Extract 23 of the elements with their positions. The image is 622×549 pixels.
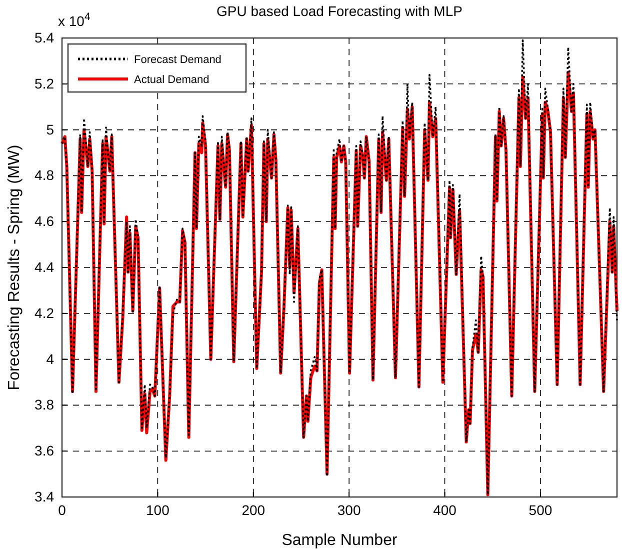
y-tick-label: 4: [46, 350, 54, 367]
y-tick-label: 3.6: [34, 442, 54, 459]
x-tick-label: 400: [433, 502, 457, 518]
y-tick-label: 5.2: [34, 75, 54, 92]
y-tick-label: 4.4: [34, 258, 54, 275]
x-tick-label: 0: [58, 502, 66, 518]
chart-title: GPU based Load Forecasting with MLP: [216, 3, 462, 19]
x-tick-label: 200: [242, 502, 266, 518]
x-tick-label: 100: [146, 502, 170, 518]
legend-label: Actual Demand: [134, 74, 210, 86]
x-axis-title: Sample Number: [282, 532, 398, 549]
y-tick-label: 4.2: [34, 304, 54, 321]
y-axis-title: Forecasting Results - Spring (MW): [6, 144, 23, 390]
text: x 10$^{4}$: [58, 11, 90, 29]
y-tick-label: 4.6: [34, 213, 54, 230]
y-tick-label: 3.8: [34, 396, 54, 413]
x-tick-label: 500: [528, 502, 552, 518]
legend-label: Forecast Demand: [134, 54, 222, 66]
y-tick-label: 5.4: [34, 29, 54, 46]
y-tick-label: 3.4: [34, 488, 54, 504]
x-tick-label: 300: [337, 502, 361, 518]
y-tick-label: 4.8: [34, 167, 54, 184]
y-tick-label: 5: [46, 121, 54, 138]
